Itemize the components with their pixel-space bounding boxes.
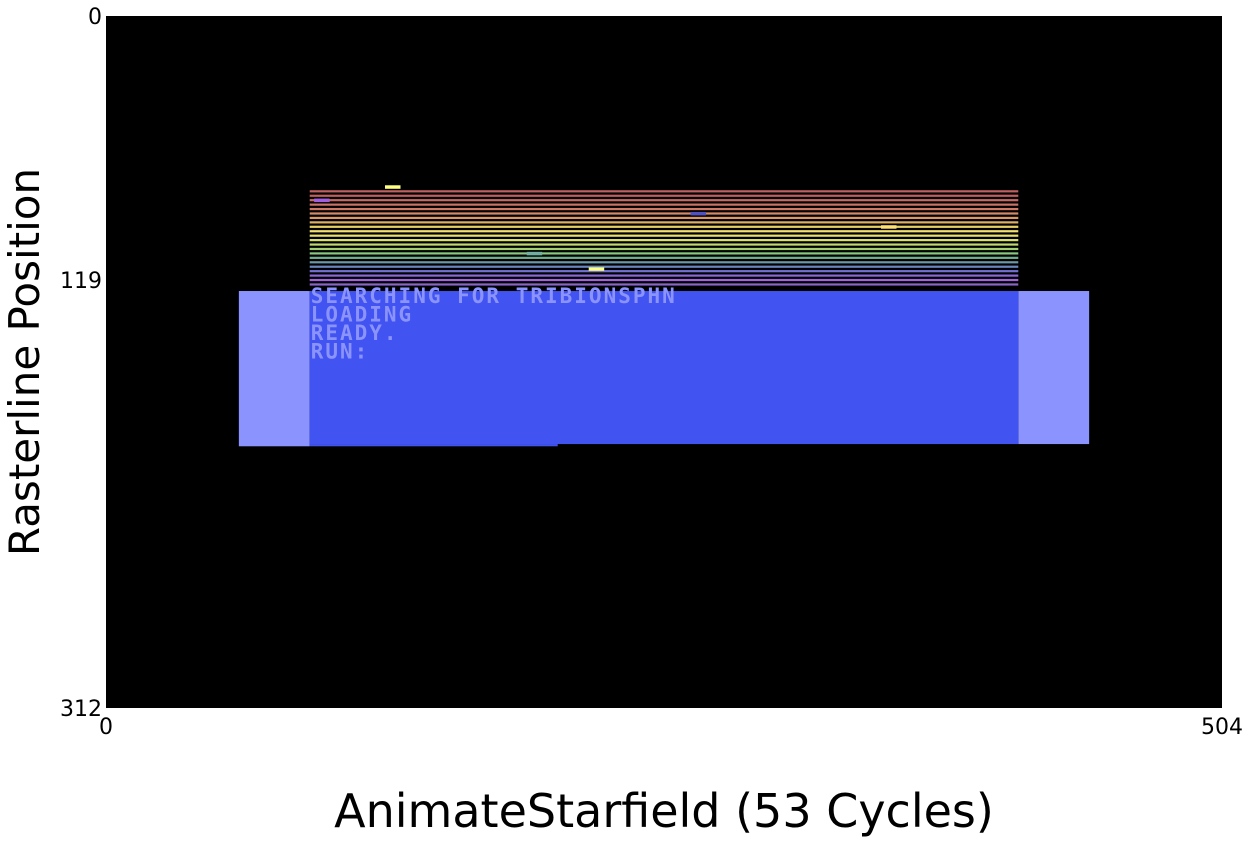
raster-stripe (309, 212, 1019, 215)
screen-text-line: LOADING (311, 303, 414, 327)
raster-stripe (309, 274, 1019, 277)
raster-stripe (309, 199, 1019, 202)
raster-stripe (309, 190, 1019, 193)
raster-stripe (309, 247, 1019, 251)
raster-stripe (309, 252, 1019, 255)
raster-stripe (309, 230, 1019, 233)
x-axis-label: AnimateStarfield (53 Cycles) (334, 784, 994, 838)
region-border-right (1018, 291, 1090, 445)
region-border-left (238, 291, 310, 447)
raster-stripe (309, 265, 1019, 268)
star-dot (881, 225, 897, 229)
star-dot (690, 211, 707, 216)
star-dot (526, 251, 543, 256)
raster-stripe (309, 270, 1019, 273)
raster-stripe (309, 239, 1019, 242)
raster-stripe (309, 216, 1019, 220)
region-screen-bottom-left (309, 444, 558, 447)
y-axis-label: Rasterline Position (0, 168, 49, 556)
screen-text-line: RUN: (311, 340, 370, 364)
raster-stripe (309, 203, 1019, 206)
raster-stripe (309, 194, 1019, 197)
raster-stripe (309, 225, 1019, 228)
raster-stripe (309, 243, 1019, 246)
raster-stripe (309, 278, 1019, 282)
y-tick-label: 312 (60, 697, 102, 722)
raster-stripe (309, 261, 1019, 264)
raster-stripe (309, 207, 1019, 211)
y-tick-label: 119 (60, 269, 102, 294)
region-screen (309, 291, 1019, 445)
screen-text-line: SEARCHING FOR TRIBIONSPHN (311, 284, 677, 308)
screen-text-line: READY. (311, 321, 399, 345)
raster-stripe (309, 283, 1019, 286)
y-tick-label: 0 (88, 5, 102, 30)
raster-stripe (309, 234, 1019, 237)
x-tick-label: 504 (1201, 715, 1243, 740)
star-dot (314, 198, 330, 203)
x-tick-label: 0 (99, 715, 113, 740)
raster-stripe (309, 221, 1019, 224)
star-dot (385, 185, 401, 189)
star-dot (588, 267, 605, 271)
raster-stripe (309, 256, 1019, 259)
